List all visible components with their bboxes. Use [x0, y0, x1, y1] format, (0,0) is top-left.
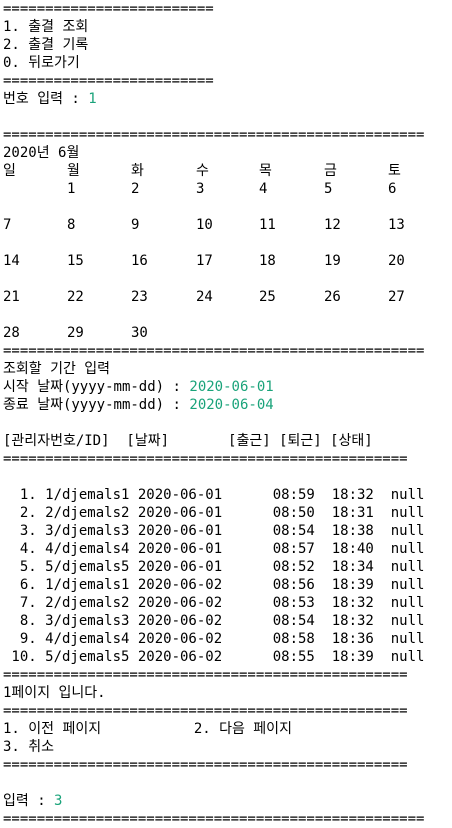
page-info: 1페이지 입니다.: [3, 685, 106, 701]
calendar-day: 2: [131, 181, 140, 197]
calendar-day: 4: [259, 181, 268, 197]
calendar-separator-bottom: ========================================…: [3, 343, 425, 359]
calendar-day: 3: [196, 181, 205, 197]
weekday-tue: 화: [131, 163, 144, 179]
calendar-day: 28: [3, 325, 20, 341]
calendar-week-5: 28 29 30: [3, 324, 452, 342]
weekday-thu: 목: [259, 163, 272, 179]
table-header: [관리자번호/ID] [날짜] [출근] [퇴근] [상태]: [3, 433, 373, 449]
menu-prompt: 번호 입력 : 1: [3, 90, 452, 108]
calendar-day: 18: [259, 253, 276, 269]
table-row: 2. 2/djemals2 2020-06-01 08:50 18:31 nul…: [3, 505, 425, 521]
calendar-weekday-row: 일 월 화 수 목 금 토: [3, 162, 452, 180]
paging-prompt: 입력 : 3: [3, 792, 452, 810]
table-row: 3. 3/djemals3 2020-06-01 08:54 18:38 nul…: [3, 523, 425, 539]
calendar-day: 23: [131, 289, 148, 305]
menu-prompt-input[interactable]: 1: [88, 91, 97, 107]
table-row: 10. 5/djemals5 2020-06-02 08:55 18:39 nu…: [3, 649, 425, 665]
calendar-day: 1: [67, 181, 76, 197]
menu-item-attendance-record: 2. 출결 기록: [3, 37, 89, 53]
calendar-day: 7: [3, 217, 12, 233]
calendar-day: 30: [131, 325, 148, 341]
period-start: 시작 날짜(yyyy-mm-dd) : 2020-06-01: [3, 378, 452, 396]
menu-prompt-label: 번호 입력 :: [3, 91, 89, 107]
table-row: 9. 4/djemals4 2020-06-02 08:58 18:36 nul…: [3, 631, 425, 647]
table-separator-bottom: ========================================…: [3, 667, 408, 683]
paging-separator-top: ========================================…: [3, 703, 408, 719]
calendar-week-1: 1 2 3 4 5 6: [3, 180, 452, 198]
weekday-mon: 월: [67, 163, 80, 179]
calendar-day: 19: [324, 253, 341, 269]
calendar-day: 25: [259, 289, 276, 305]
calendar-day: 14: [3, 253, 20, 269]
weekday-sun: 일: [3, 163, 16, 179]
calendar-day: 9: [131, 217, 140, 233]
menu-separator-top: =========================: [3, 1, 214, 17]
final-separator: ========================================…: [3, 811, 425, 827]
calendar-day: 16: [131, 253, 148, 269]
period-start-input[interactable]: 2020-06-01: [189, 379, 274, 395]
period-end: 종료 날짜(yyyy-mm-dd) : 2020-06-04: [3, 396, 452, 414]
menu-separator-bottom: =========================: [3, 73, 214, 89]
calendar-day: 22: [67, 289, 84, 305]
calendar-day: 21: [3, 289, 20, 305]
calendar-day: 24: [196, 289, 213, 305]
calendar-day: 11: [259, 217, 276, 233]
calendar-separator-top: ========================================…: [3, 127, 425, 143]
calendar-day: 27: [388, 289, 405, 305]
calendar-day: 8: [67, 217, 76, 233]
period-title: 조회할 기간 입력: [3, 361, 111, 377]
period-end-label: 종료 날짜(yyyy-mm-dd) :: [3, 397, 190, 413]
table-row: 5. 5/djemals5 2020-06-01 08:52 18:34 nul…: [3, 559, 425, 575]
calendar-day: 26: [324, 289, 341, 305]
weekday-sat: 토: [388, 163, 401, 179]
period-end-input[interactable]: 2020-06-04: [189, 397, 274, 413]
weekday-fri: 금: [324, 163, 337, 179]
paging-cancel: 3. 취소: [3, 739, 55, 755]
table-row: 6. 1/djemals1 2020-06-02 08:56 18:39 nul…: [3, 577, 425, 593]
calendar-week-4: 21 22 23 24 25 26 27: [3, 288, 452, 306]
calendar-day: 15: [67, 253, 84, 269]
calendar-week-3: 14 15 16 17 18 19 20: [3, 252, 452, 270]
paging-prompt-label: 입력 :: [3, 793, 55, 809]
calendar-week-2: 7 8 9 10 11 12 13: [3, 216, 452, 234]
menu-item-back: 0. 뒤로가기: [3, 55, 80, 71]
period-start-label: 시작 날짜(yyyy-mm-dd) :: [3, 379, 190, 395]
table-row: 8. 3/djemals3 2020-06-02 08:54 18:32 nul…: [3, 613, 425, 629]
calendar-day: 20: [388, 253, 405, 269]
paging-separator-bottom: ========================================…: [3, 757, 408, 773]
menu-item-attendance-view: 1. 출결 조회: [3, 19, 89, 35]
calendar-day: 13: [388, 217, 405, 233]
calendar-day: 12: [324, 217, 341, 233]
calendar-day: 29: [67, 325, 84, 341]
calendar-day: 6: [388, 181, 397, 197]
table-row: 7. 2/djemals2 2020-06-02 08:53 18:32 nul…: [3, 595, 425, 611]
calendar-day: 17: [196, 253, 213, 269]
calendar-day: 5: [324, 181, 333, 197]
table-separator-top: ========================================…: [3, 451, 408, 467]
calendar-day: 10: [196, 217, 213, 233]
calendar-title: 2020년 6월: [3, 145, 80, 161]
weekday-wed: 수: [196, 163, 209, 179]
table-row: 4. 4/djemals4 2020-06-01 08:57 18:40 nul…: [3, 541, 425, 557]
paging-options: 1. 이전 페이지 2. 다음 페이지: [3, 721, 292, 737]
paging-prompt-input[interactable]: 3: [54, 793, 63, 809]
table-row: 1. 1/djemals1 2020-06-01 08:59 18:32 nul…: [3, 487, 425, 503]
